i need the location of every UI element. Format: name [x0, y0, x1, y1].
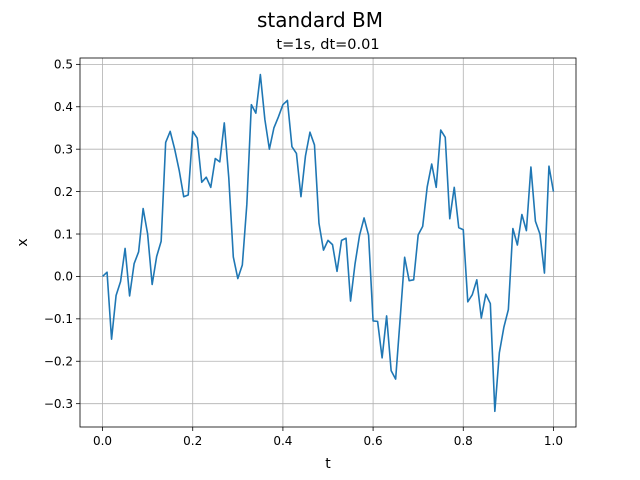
axis-ticks: 0.0 0.2 0.4 0.6 0.8 1.0 −0.3 −0.2 −0.1 0.0 0.1 0.2 0… [44, 58, 563, 448]
x-axis-label: t [325, 456, 331, 472]
plot-frame [79, 57, 577, 428]
chart-subtitle: t=1s, dt=0.01 [276, 37, 379, 53]
y-tick-label: 0.2 [54, 185, 73, 199]
y-tick-label: 0.1 [54, 227, 73, 241]
x-tick-label: 0.4 [273, 434, 292, 448]
y-tick-label: 0.3 [54, 142, 73, 156]
y-tick-label: 0.5 [54, 58, 73, 72]
y-tick-label: −0.3 [44, 397, 73, 411]
series-layer [102, 73, 555, 413]
chart-title: standard BM [257, 8, 383, 32]
y-tick-label: 0.0 [54, 270, 73, 284]
grid-lines [80, 58, 576, 427]
x-tick-label: 1.0 [544, 434, 563, 448]
y-tick-label: −0.1 [44, 312, 73, 326]
x-tick-label: 0.8 [454, 434, 473, 448]
y-axis-label: x [15, 238, 31, 246]
x-tick-label: 0.2 [183, 434, 202, 448]
x-tick-label: 0.6 [364, 434, 383, 448]
y-tick-label: 0.4 [54, 100, 73, 114]
x-tick-label: 0.0 [93, 434, 112, 448]
series-line [102, 73, 555, 413]
y-tick-label: −0.2 [44, 355, 73, 369]
